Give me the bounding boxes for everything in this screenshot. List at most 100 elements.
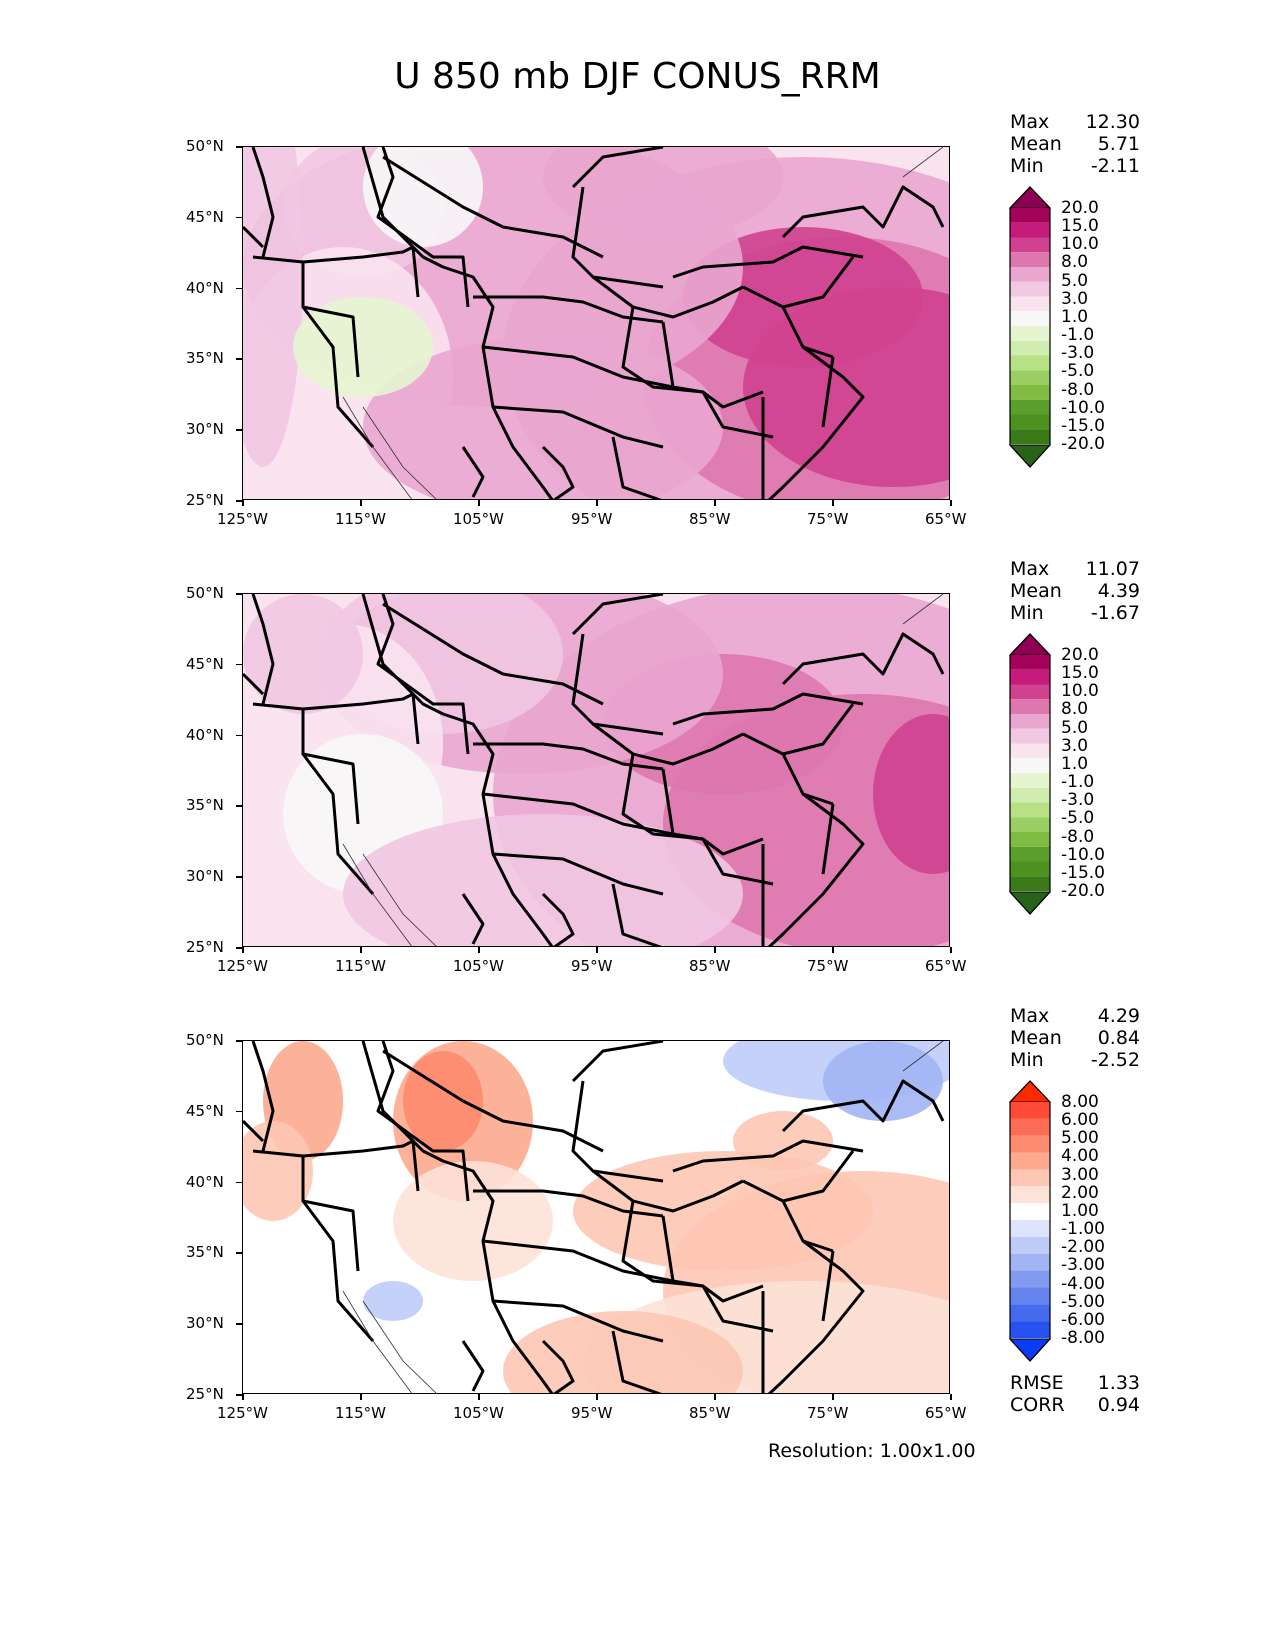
boundary-line	[461, 446, 485, 498]
stat-label: Max	[1010, 1005, 1050, 1027]
boundary-line	[252, 255, 375, 448]
lon-tick-label: 95°W	[571, 957, 613, 975]
lat-tick-label: 40°N	[186, 725, 224, 744]
stat-label: Min	[1010, 1049, 1044, 1071]
lat-tick	[236, 1181, 242, 1184]
metric-value: 1.33	[1097, 1372, 1140, 1394]
boundary-line	[492, 1299, 664, 1343]
colorbar-segment	[1010, 1203, 1050, 1220]
stat-row: Min -2.11	[1010, 155, 1140, 177]
boundary-line	[742, 703, 855, 756]
lon-tick-label: 125°W	[217, 510, 268, 528]
colorbar-segment	[1010, 743, 1050, 759]
colorbar-tick-label: 1.00	[1061, 1200, 1099, 1221]
colorbar-segment	[1010, 267, 1050, 282]
metric-value: 0.94	[1097, 1394, 1140, 1416]
colorbar-extend-bottom	[1009, 444, 1051, 468]
colorbar-extend-top	[1009, 186, 1051, 209]
stat-row: Mean 4.39	[1010, 580, 1140, 602]
boundary-line	[473, 1189, 664, 1218]
colorbar-segment	[1010, 1152, 1050, 1170]
contour-region	[243, 1121, 313, 1221]
boundary-line	[592, 275, 744, 319]
lon-tick-label: 65°W	[925, 510, 967, 528]
lat-tick-label: 40°N	[186, 1172, 224, 1191]
lon-tick	[360, 947, 362, 953]
stat-value: 12.30	[1085, 111, 1140, 133]
colorbar-segment	[1010, 728, 1050, 744]
colorbar-outline	[1009, 1080, 1051, 1362]
colorbar-segment	[1010, 1253, 1050, 1271]
lat-tick	[236, 663, 242, 666]
stat-label: Mean	[1010, 133, 1062, 155]
colorbar-tick-label: -4.00	[1061, 1273, 1105, 1294]
boundary-line	[243, 672, 265, 696]
colorbar-tick-label: 4.00	[1061, 1146, 1099, 1167]
colorbar-tick-label: -3.0	[1061, 343, 1095, 364]
lon-tick-label: 115°W	[335, 957, 386, 975]
contour-region	[403, 1051, 483, 1151]
boundary-line	[571, 633, 664, 736]
lon-tick	[478, 947, 480, 953]
colorbar-segment	[1010, 817, 1050, 832]
lon-tick	[832, 500, 834, 506]
colorbar-outline	[1009, 633, 1051, 915]
lon-tick-label: 125°W	[217, 957, 268, 975]
lon-tick	[714, 947, 716, 953]
contour-region	[683, 227, 923, 367]
map-field-1	[243, 594, 949, 946]
colorbar-segment	[1010, 802, 1050, 818]
lon-tick	[242, 1394, 244, 1400]
boundary-line	[781, 632, 945, 686]
stat-label: Max	[1010, 558, 1050, 580]
lon-tick	[478, 500, 480, 506]
stat-value: 0.84	[1097, 1027, 1140, 1049]
lon-tick	[832, 947, 834, 953]
boundary-line	[376, 594, 470, 755]
lat-tick	[236, 216, 242, 219]
colorbar-segment	[1010, 252, 1050, 267]
lat-tick-label: 25°N	[186, 938, 224, 956]
lon-tick	[714, 1394, 716, 1400]
colorbar-tick-label: 10.0	[1061, 234, 1099, 255]
colorbar-extend-bottom	[1009, 1338, 1051, 1362]
stat-value: 4.39	[1097, 580, 1140, 602]
basin-boundaries	[243, 594, 945, 946]
colorbar-tick-label: 2.00	[1061, 1182, 1099, 1203]
boundary-line	[672, 692, 864, 726]
colorbar-0	[1009, 186, 1051, 468]
lat-tick-label: 50°N	[186, 584, 224, 602]
boundary-line	[571, 594, 664, 636]
lat-tick-label: 30°N	[186, 420, 224, 439]
boundary-line	[541, 892, 575, 946]
stat-value: -2.52	[1090, 1049, 1140, 1071]
colorbar-segment	[1010, 846, 1050, 862]
colorbar-segment	[1010, 832, 1050, 847]
lat-tick-label: 35°N	[186, 349, 224, 368]
lat-tick	[236, 876, 242, 878]
lat-tick-label: 30°N	[186, 1314, 224, 1333]
colorbar-segment	[1010, 385, 1050, 400]
boundary-line	[361, 594, 554, 946]
boundary-line	[742, 1150, 855, 1203]
boundary-line	[541, 1339, 575, 1393]
boundary-line	[252, 702, 375, 895]
colorbar-tick-label: 6.00	[1061, 1110, 1099, 1131]
colorbar-1	[1009, 633, 1051, 915]
boundary-line	[376, 147, 470, 308]
lat-tick-label: 35°N	[186, 796, 224, 815]
stat-value: 4.29	[1097, 1005, 1140, 1027]
colorbar-segment	[1010, 281, 1050, 297]
colorbar-segment	[1010, 876, 1050, 891]
lat-tick	[236, 805, 242, 807]
colorbar-tick-label: 3.0	[1061, 735, 1089, 756]
map-field-2	[243, 1041, 949, 1393]
stat-row: Max 11.07	[1010, 558, 1140, 580]
colorbar-segment	[1010, 237, 1050, 253]
colorbar-tick-label: -5.0	[1061, 808, 1095, 829]
lat-tick	[236, 1394, 242, 1396]
lon-tick	[360, 1394, 362, 1400]
colorbar-segment	[1010, 1186, 1050, 1204]
lat-tick	[236, 429, 242, 431]
boundary-line	[701, 391, 774, 439]
